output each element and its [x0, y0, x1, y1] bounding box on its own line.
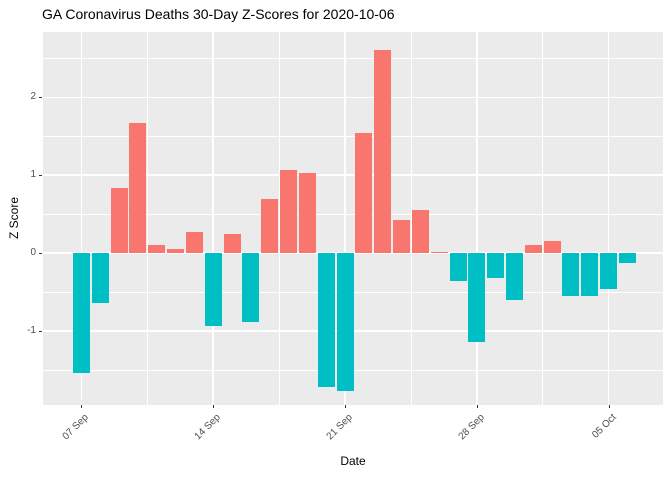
major-gridline-v — [607, 32, 610, 405]
chart-figure: GA Coronavirus Deaths 30-Day Z-Scores fo… — [7, 6, 663, 468]
y-tick-label: 2 — [30, 91, 36, 103]
chart-title: GA Coronavirus Deaths 30-Day Z-Scores fo… — [42, 6, 395, 22]
y-tick-mark — [39, 97, 42, 99]
x-tick-label: 05 Oct — [589, 412, 619, 441]
x-tick-label: 07 Sep — [60, 412, 92, 443]
minor-gridline-h — [43, 135, 663, 137]
bar-negative — [600, 253, 618, 289]
bar-negative — [618, 253, 636, 264]
minor-gridline-h — [43, 58, 663, 59]
bar-negative — [336, 253, 354, 391]
minor-gridline-v — [278, 32, 280, 405]
y-tick-mark — [39, 175, 42, 177]
major-gridline-h — [43, 174, 663, 177]
major-gridline-v — [344, 32, 346, 405]
bar-negative — [449, 253, 467, 282]
bar-negative — [91, 253, 109, 303]
bar-positive — [223, 233, 241, 254]
x-tick-mark — [213, 405, 215, 408]
bar-negative — [242, 253, 260, 322]
bar-positive — [524, 244, 542, 254]
minor-gridline-v — [542, 32, 544, 405]
y-tick-mark — [39, 331, 42, 333]
bar-positive — [393, 220, 410, 254]
y-tick-label: 0 — [30, 247, 36, 259]
bar-negative — [204, 253, 222, 326]
bar-positive — [185, 232, 203, 254]
bar-negative — [468, 253, 486, 342]
minor-gridline-h — [43, 213, 663, 215]
x-tick-mark — [81, 405, 83, 408]
x-tick-mark — [608, 405, 610, 408]
bar-positive — [261, 198, 279, 254]
major-gridline-v — [212, 32, 214, 405]
bar-positive — [129, 123, 147, 254]
plot-panel — [43, 32, 663, 405]
major-gridline-v — [80, 32, 83, 405]
x-tick-label: 21 Sep — [324, 412, 355, 443]
x-tick-label: 28 Sep — [456, 412, 487, 443]
bar-positive — [355, 133, 373, 254]
bar-positive — [411, 209, 429, 254]
y-axis-title: Z Score — [7, 196, 21, 240]
bar-negative — [505, 253, 523, 300]
y-tick-label: -1 — [27, 325, 36, 337]
bar-positive — [148, 245, 166, 254]
major-gridline-h — [43, 96, 663, 99]
bar-positive — [167, 249, 185, 254]
bar-positive — [110, 187, 128, 254]
bar-positive — [280, 169, 298, 254]
bar-positive — [374, 49, 392, 254]
x-axis-title: Date — [340, 454, 366, 468]
bar-negative — [72, 253, 90, 374]
minor-gridline-v — [410, 32, 412, 405]
x-tick-label: 14 Sep — [192, 412, 223, 443]
bar-positive — [430, 251, 448, 254]
x-tick-mark — [345, 405, 347, 408]
bar-negative — [562, 253, 580, 296]
y-tick-mark — [39, 253, 42, 255]
minor-gridline-v — [146, 32, 148, 405]
x-tick-mark — [476, 405, 478, 408]
bar-negative — [581, 253, 599, 296]
major-gridline-v — [476, 32, 478, 405]
bar-positive — [298, 172, 316, 254]
bar-positive — [543, 241, 561, 254]
bar-negative — [487, 253, 505, 279]
y-tick-label: 1 — [30, 169, 36, 181]
bar-negative — [317, 253, 335, 388]
